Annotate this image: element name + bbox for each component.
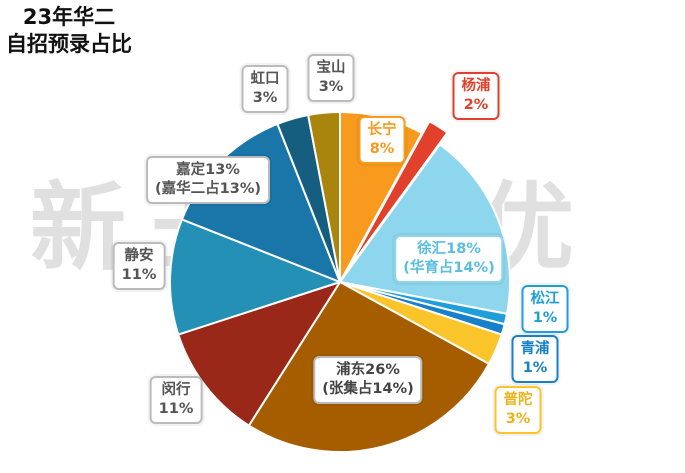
- slice-label-3-line-1: 徐汇18%: [417, 241, 481, 257]
- slice-label-2-line-1: 杨浦: [461, 78, 491, 94]
- slice-label-9: 静安 11%: [112, 242, 166, 290]
- title-line-2: 自招预录占比: [6, 32, 132, 56]
- pie-slice-2: [346, 119, 449, 271]
- chart-title: 23年华二 自招预录占比: [6, 4, 132, 58]
- title-line-1: 23年华二: [22, 5, 116, 29]
- slice-label-12-line-1: 宝山: [316, 60, 346, 76]
- slice-label-12: 宝山 3%: [307, 54, 355, 102]
- slice-label-2: 杨浦 2%: [452, 72, 500, 120]
- slice-label-4-line-2: 1%: [532, 310, 558, 326]
- slice-label-9-line-2: 11%: [121, 267, 157, 283]
- pie-slice-8: [177, 280, 343, 427]
- slice-label-11-line-1: 虹口: [250, 71, 280, 87]
- slice-label-3: 徐汇18% (华育占14%): [394, 235, 504, 283]
- slice-label-5-line-2: 1%: [522, 360, 548, 376]
- pie-slice-9: [169, 218, 343, 336]
- slice-label-6-line-1: 普陀: [503, 392, 533, 408]
- slice-label-10: 嘉定13% (嘉华二占13%): [146, 156, 270, 204]
- slice-label-2-line-2: 2%: [463, 97, 489, 113]
- slice-label-5-line-1: 青浦: [520, 341, 550, 357]
- slice-label-6-line-2: 3%: [505, 411, 531, 427]
- slice-label-7: 浦东26% (张集占14%): [313, 356, 423, 404]
- slice-label-8-line-2: 11%: [158, 401, 194, 417]
- slice-label-6: 普陀 3%: [494, 386, 542, 434]
- slice-label-7-line-2: (张集占14%): [322, 381, 414, 397]
- slice-label-9-line-1: 静安: [124, 248, 154, 264]
- slice-label-12-line-2: 3%: [318, 79, 344, 95]
- slice-label-8: 闵行 11%: [149, 376, 203, 424]
- slice-label-8-line-1: 闵行: [161, 382, 191, 398]
- slice-label-5: 青浦 1%: [511, 335, 559, 383]
- slice-label-11: 虹口 3%: [241, 65, 289, 113]
- slice-label-4-line-1: 松江: [530, 291, 560, 307]
- slice-label-11-line-2: 3%: [252, 90, 278, 106]
- slice-label-1: 长宁 8%: [358, 116, 406, 164]
- slice-label-7-line-1: 浦东26%: [336, 362, 400, 378]
- slice-label-10-line-1: 嘉定13%: [176, 162, 240, 178]
- slice-label-3-line-2: (华育占14%): [403, 260, 495, 276]
- slice-label-10-line-2: (嘉华二占13%): [155, 181, 261, 197]
- pie-slice-12: [306, 110, 341, 283]
- slice-label-1-line-1: 长宁: [367, 122, 397, 138]
- slice-label-1-line-2: 8%: [369, 141, 395, 157]
- slice-label-4: 松江 1%: [521, 285, 569, 333]
